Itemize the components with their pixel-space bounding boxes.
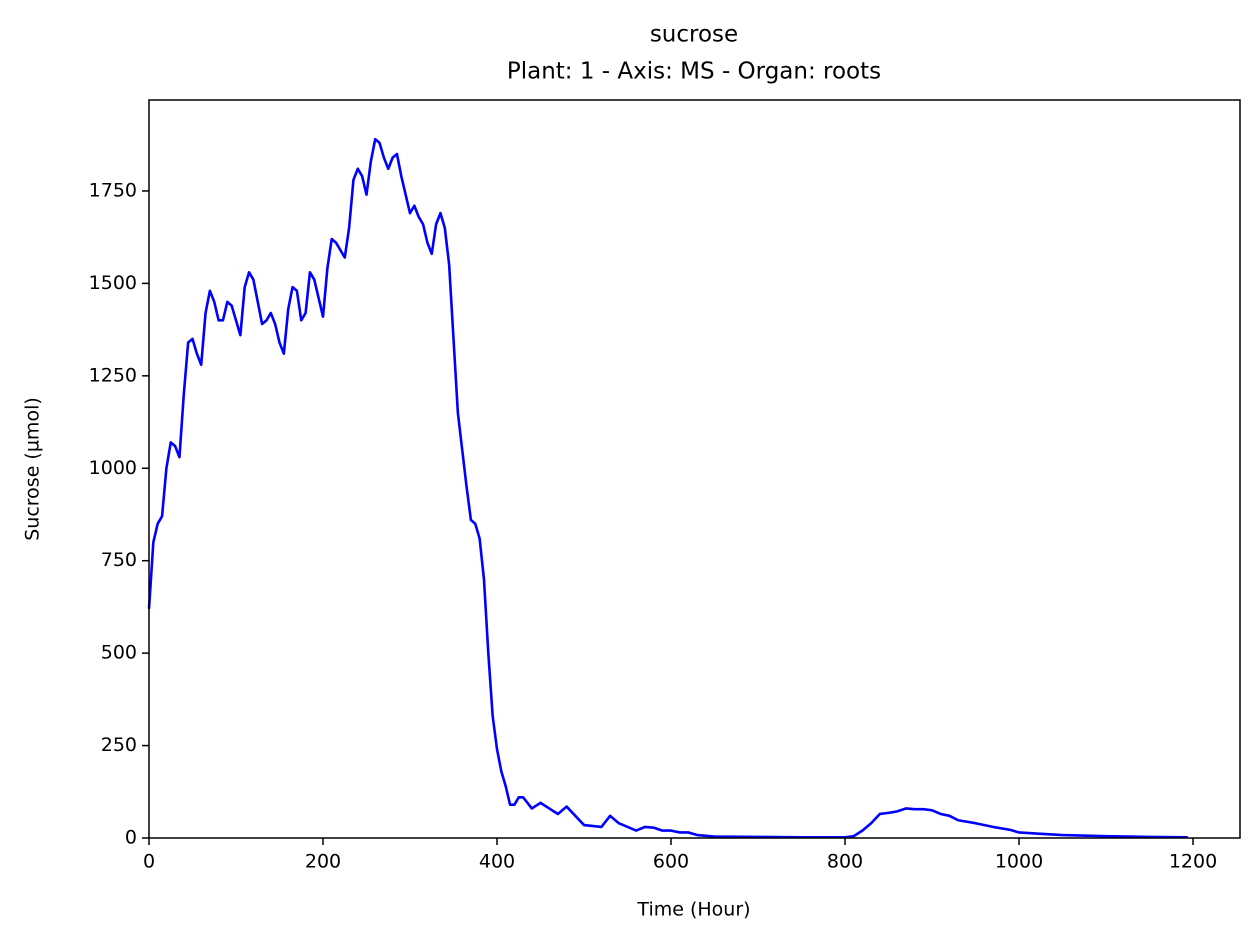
x-tick-label: 0	[143, 851, 155, 873]
data-line	[147, 137, 1188, 839]
x-tick-label: 200	[305, 851, 341, 873]
y-tick-label: 750	[101, 549, 137, 571]
y-axis-label: Sucrose (µmol)	[22, 397, 44, 541]
y-tick-label: 1250	[89, 364, 137, 386]
y-tick-label: 500	[101, 642, 137, 664]
x-tick-label: 400	[479, 851, 515, 873]
y-tick-label: 1500	[89, 272, 137, 294]
y-tick-label: 0	[125, 827, 137, 849]
y-tick-label: 1750	[89, 179, 137, 201]
x-tick-label: 600	[653, 851, 689, 873]
y-tick-label: 1000	[89, 457, 137, 479]
y-tick-label: 250	[101, 734, 137, 756]
chart-title: sucrose	[650, 22, 738, 48]
plot-frame	[148, 99, 1241, 839]
x-tick-label: 1200	[1169, 851, 1217, 873]
x-tick-label: 1000	[995, 851, 1043, 873]
chart-subtitle: Plant: 1 - Axis: MS - Organ: roots	[507, 59, 881, 85]
x-tick-label: 800	[827, 851, 863, 873]
x-axis-label: Time (Hour)	[636, 899, 750, 921]
